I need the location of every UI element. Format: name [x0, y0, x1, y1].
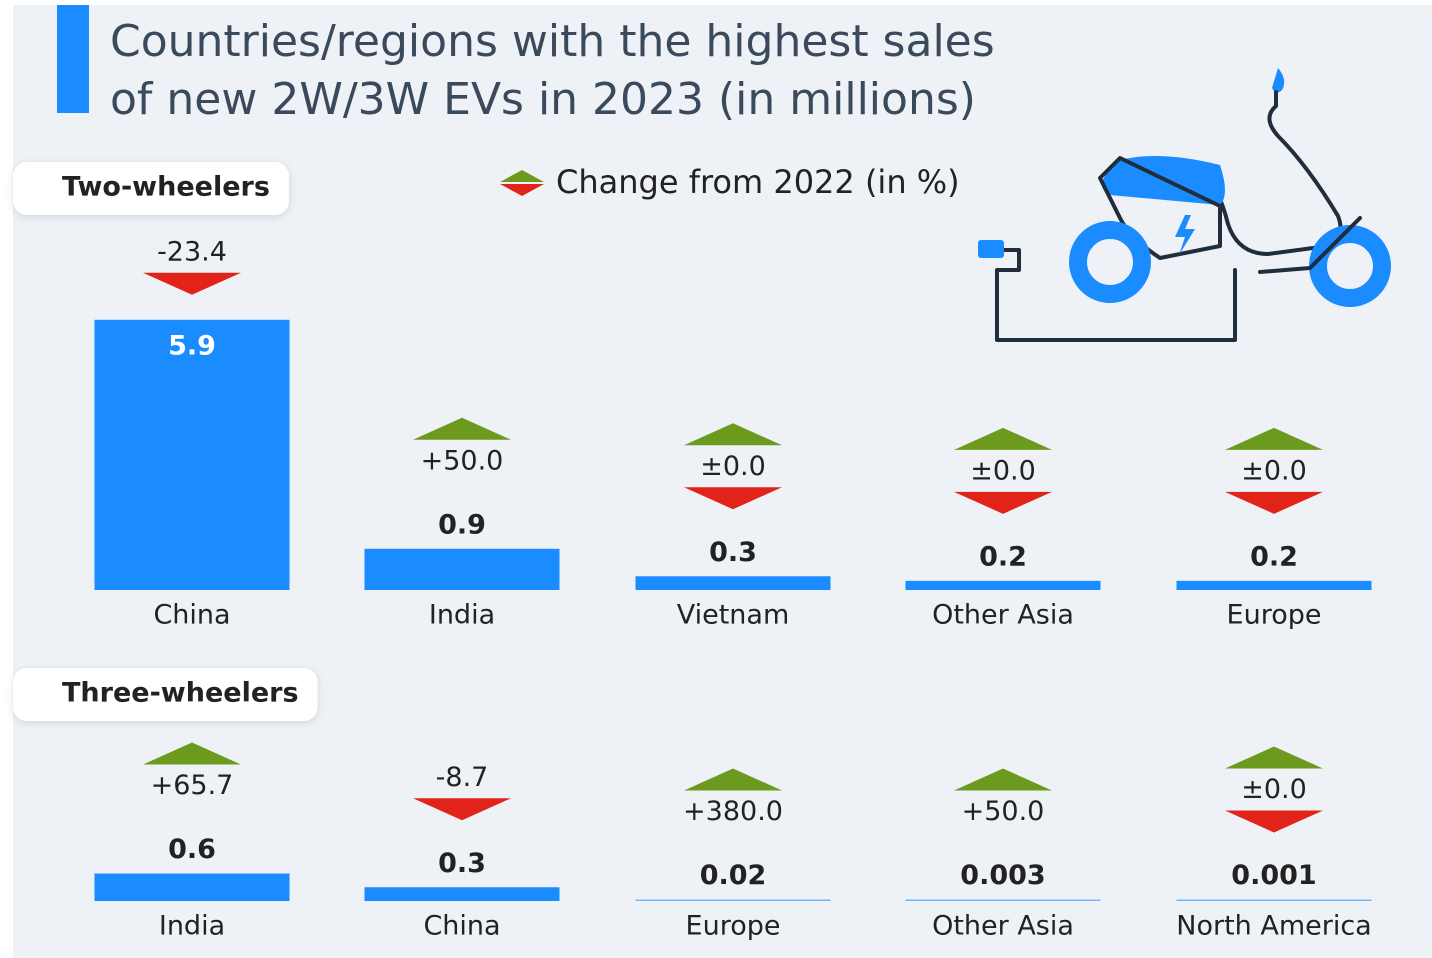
change-down	[1225, 491, 1323, 514]
change-down	[143, 272, 241, 295]
change-label: ±0.0	[1241, 774, 1307, 805]
change-label: -23.4	[157, 236, 227, 267]
bar	[1176, 899, 1372, 901]
title-line: of new 2W/3W EVs in 2023 (in millions)	[110, 74, 976, 125]
category-label: China	[423, 911, 500, 942]
category-label: Other Asia	[932, 911, 1074, 942]
legend-label: Change from 2022 (in %)	[556, 163, 960, 201]
bar	[94, 319, 290, 590]
change-up	[684, 768, 782, 791]
panel-title: Two-wheelers	[62, 172, 270, 203]
bar	[364, 887, 560, 901]
change-up	[954, 768, 1052, 791]
bar	[364, 548, 560, 590]
bar	[905, 899, 1101, 901]
change-label: +65.7	[151, 770, 234, 801]
value-label: 0.001	[1231, 860, 1316, 891]
value-label: 0.3	[709, 537, 757, 568]
value-label: 0.02	[700, 860, 767, 891]
panel-tab	[13, 668, 318, 721]
category-label: India	[429, 600, 495, 631]
legend-down	[500, 184, 544, 196]
change-up	[1225, 746, 1323, 769]
change-label: +380.0	[683, 796, 783, 827]
value-label: 0.3	[438, 848, 486, 879]
category-label: Europe	[686, 911, 781, 942]
value-label: 5.9	[168, 330, 216, 361]
change-label: +50.0	[962, 796, 1045, 827]
change-down	[954, 491, 1052, 514]
value-label: 0.003	[960, 860, 1045, 891]
category-label: India	[159, 911, 225, 942]
bar	[635, 576, 831, 590]
title-accent	[57, 5, 89, 113]
value-label: 0.6	[168, 834, 216, 865]
scooter-icon	[978, 68, 1391, 342]
legend-up	[500, 170, 544, 182]
change-label: -8.7	[436, 762, 489, 793]
category-label: North America	[1176, 911, 1371, 942]
change-label: ±0.0	[970, 455, 1036, 486]
change-up	[954, 427, 1052, 450]
value-label: 0.9	[438, 509, 486, 540]
change-down	[413, 798, 511, 821]
change-label: ±0.0	[1241, 455, 1307, 486]
title-line: Countries/regions with the highest sales	[110, 16, 995, 67]
change-up	[684, 423, 782, 446]
bar	[905, 580, 1101, 590]
change-label: ±0.0	[700, 451, 766, 482]
panel-tab	[13, 162, 289, 215]
category-label: Other Asia	[932, 600, 1074, 631]
change-up	[1225, 427, 1323, 450]
panel-title: Three-wheelers	[62, 678, 299, 709]
value-label: 0.2	[1250, 541, 1298, 572]
change-label: +50.0	[421, 445, 504, 476]
bar	[1176, 580, 1372, 590]
change-down	[684, 487, 782, 510]
category-label: China	[153, 600, 230, 631]
change-up	[143, 742, 241, 765]
category-label: Europe	[1227, 600, 1322, 631]
change-up	[413, 417, 511, 440]
category-label: Vietnam	[677, 600, 790, 631]
bar	[94, 873, 290, 901]
value-label: 0.2	[979, 541, 1027, 572]
bar	[635, 899, 831, 901]
change-down	[1225, 810, 1323, 833]
